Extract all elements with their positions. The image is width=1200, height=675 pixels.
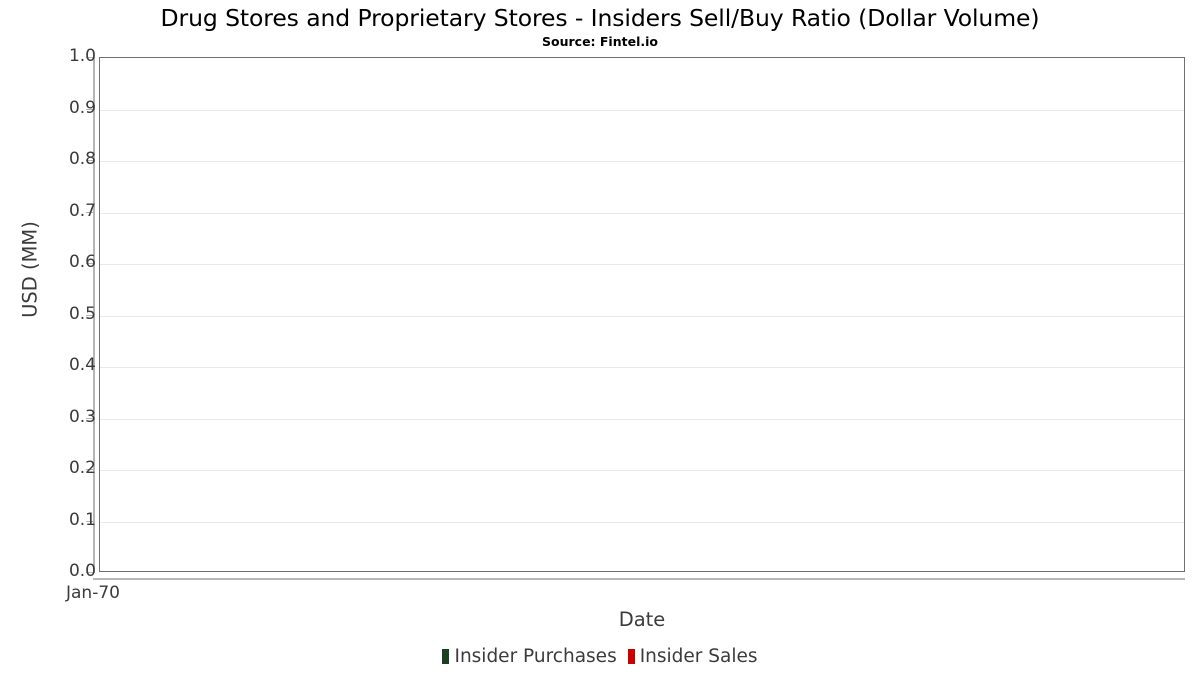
y-axis-tick <box>86 315 93 317</box>
plot-area <box>99 57 1185 572</box>
gridline <box>100 212 1184 214</box>
legend-item-label: Insider Sales <box>639 646 758 667</box>
y-axis-tick <box>86 109 93 111</box>
legend-item-label: Insider Purchases <box>454 646 617 667</box>
y-axis-tick-label: 0.2 <box>68 458 96 478</box>
gridline <box>100 521 1184 523</box>
chart-legend: Insider Purchases Insider Sales <box>0 646 1200 667</box>
y-axis-tick-label: 0.3 <box>68 406 96 427</box>
y-axis-tick-label: 0.1 <box>68 509 96 530</box>
y-axis-spine <box>93 57 95 573</box>
y-axis-tick-label: 0.8 <box>68 149 96 169</box>
gridline <box>100 109 1184 111</box>
y-axis-tick-label: 0.7 <box>68 200 96 221</box>
y-axis-tick-label: 0.0 <box>68 561 96 581</box>
y-axis-title: USD (MM) <box>18 221 42 318</box>
y-axis-tick-label: 0.9 <box>68 97 96 118</box>
legend-item-insider-purchases[interactable]: Insider Purchases <box>442 646 617 667</box>
x-axis-tick-label: Jan-70 <box>66 583 120 603</box>
gridline <box>100 161 1184 162</box>
y-axis-tick <box>86 572 93 574</box>
gridline <box>100 315 1184 317</box>
y-axis-tick-label: 1.0 <box>68 46 96 66</box>
gridline <box>100 470 1184 471</box>
gridline <box>100 367 1184 368</box>
x-axis-spine <box>93 578 1185 580</box>
gridline <box>100 264 1184 265</box>
y-axis-tick <box>86 418 93 420</box>
y-axis-tick <box>86 57 93 59</box>
legend-item-insider-sales[interactable]: Insider Sales <box>627 646 758 667</box>
chart-title: Drug Stores and Proprietary Stores - Ins… <box>160 4 1040 32</box>
y-axis-tick <box>86 469 93 471</box>
legend-swatch-icon <box>627 649 635 664</box>
gridline <box>100 418 1184 420</box>
legend-swatch-icon <box>442 649 450 664</box>
y-axis-tick <box>86 263 93 265</box>
y-axis-tick <box>86 212 93 214</box>
chart-source-subtitle: Source: Fintel.io <box>542 34 658 49</box>
y-axis-tick-label: 0.6 <box>68 252 96 272</box>
y-axis-tick <box>86 521 93 523</box>
y-axis-tick-label: 0.4 <box>68 355 96 375</box>
y-axis-tick <box>86 366 93 368</box>
x-axis-title: Date <box>618 608 666 631</box>
y-axis-tick <box>86 160 93 162</box>
y-axis-tick-label: 0.5 <box>68 303 96 324</box>
